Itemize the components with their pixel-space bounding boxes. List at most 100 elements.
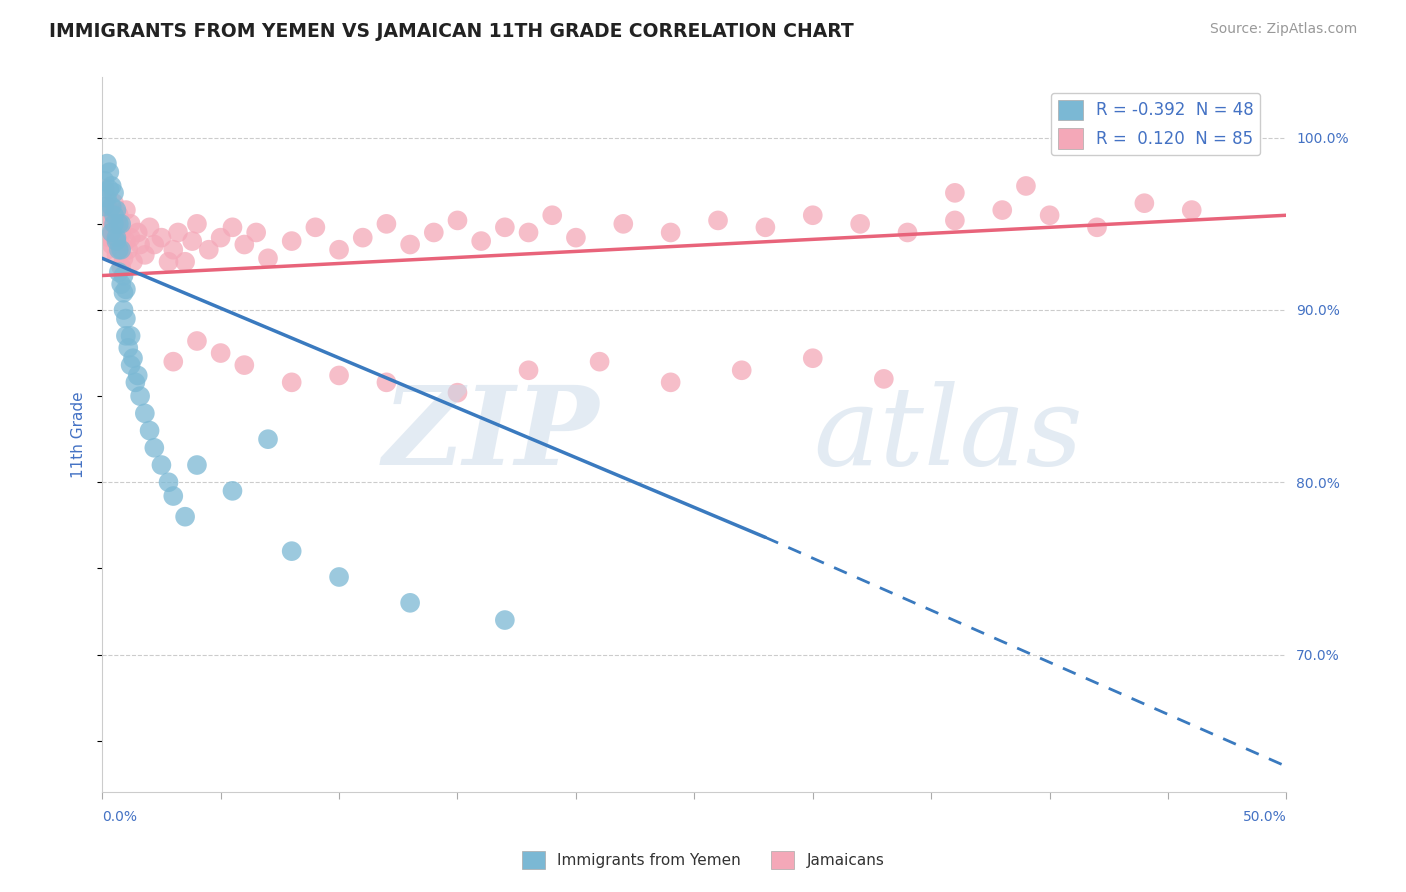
Point bbox=[446, 213, 468, 227]
Point bbox=[115, 203, 138, 218]
Y-axis label: 11th Grade: 11th Grade bbox=[72, 392, 86, 478]
Point bbox=[107, 208, 129, 222]
Point bbox=[107, 217, 129, 231]
Point bbox=[375, 217, 398, 231]
Point bbox=[103, 186, 125, 200]
Point bbox=[731, 363, 754, 377]
Text: IMMIGRANTS FROM YEMEN VS JAMAICAN 11TH GRADE CORRELATION CHART: IMMIGRANTS FROM YEMEN VS JAMAICAN 11TH G… bbox=[49, 22, 853, 41]
Point bbox=[209, 230, 232, 244]
Point bbox=[943, 213, 966, 227]
Point bbox=[186, 217, 208, 231]
Point bbox=[107, 243, 129, 257]
Point bbox=[98, 230, 121, 244]
Text: 50.0%: 50.0% bbox=[1243, 810, 1286, 824]
Point bbox=[93, 226, 115, 240]
Point bbox=[115, 234, 138, 248]
Point bbox=[98, 203, 121, 218]
Point bbox=[257, 252, 280, 266]
Point bbox=[98, 165, 121, 179]
Point bbox=[991, 203, 1014, 218]
Point bbox=[150, 230, 173, 244]
Point bbox=[375, 376, 398, 390]
Text: atlas: atlas bbox=[813, 381, 1083, 489]
Point bbox=[659, 226, 682, 240]
Text: ZIP: ZIP bbox=[382, 381, 599, 489]
Point bbox=[157, 254, 180, 268]
Point bbox=[105, 230, 128, 244]
Point bbox=[943, 186, 966, 200]
Point bbox=[754, 220, 776, 235]
Legend: Immigrants from Yemen, Jamaicans: Immigrants from Yemen, Jamaicans bbox=[516, 845, 890, 875]
Point bbox=[280, 234, 302, 248]
Point bbox=[110, 217, 132, 231]
Point bbox=[198, 243, 221, 257]
Point bbox=[129, 237, 152, 252]
Point bbox=[399, 237, 422, 252]
Point bbox=[96, 200, 118, 214]
Point bbox=[107, 234, 129, 248]
Point bbox=[186, 334, 208, 348]
Point bbox=[105, 203, 128, 218]
Point bbox=[221, 220, 243, 235]
Point bbox=[186, 458, 208, 472]
Point bbox=[124, 376, 146, 390]
Point bbox=[120, 230, 142, 244]
Point bbox=[122, 351, 145, 366]
Point bbox=[245, 226, 267, 240]
Point bbox=[280, 376, 302, 390]
Point bbox=[494, 220, 516, 235]
Point bbox=[873, 372, 896, 386]
Point bbox=[100, 237, 122, 252]
Point bbox=[233, 358, 256, 372]
Point bbox=[107, 265, 129, 279]
Point bbox=[707, 213, 730, 227]
Point bbox=[115, 328, 138, 343]
Point bbox=[150, 458, 173, 472]
Point bbox=[138, 220, 160, 235]
Point bbox=[122, 254, 145, 268]
Point bbox=[470, 234, 492, 248]
Point bbox=[100, 226, 122, 240]
Point bbox=[103, 217, 125, 231]
Point bbox=[174, 509, 197, 524]
Point bbox=[517, 226, 540, 240]
Point bbox=[162, 489, 184, 503]
Point bbox=[181, 234, 204, 248]
Point bbox=[280, 544, 302, 558]
Point bbox=[120, 217, 142, 231]
Point bbox=[93, 182, 115, 196]
Point bbox=[96, 243, 118, 257]
Point bbox=[117, 341, 139, 355]
Point bbox=[1181, 203, 1204, 218]
Point bbox=[110, 243, 132, 257]
Point bbox=[129, 389, 152, 403]
Point bbox=[801, 208, 824, 222]
Point bbox=[446, 385, 468, 400]
Point bbox=[1039, 208, 1062, 222]
Point bbox=[162, 354, 184, 368]
Point bbox=[221, 483, 243, 498]
Point bbox=[93, 200, 115, 214]
Point bbox=[100, 213, 122, 227]
Point bbox=[105, 248, 128, 262]
Text: 0.0%: 0.0% bbox=[103, 810, 138, 824]
Point bbox=[801, 351, 824, 366]
Point bbox=[423, 226, 446, 240]
Point bbox=[541, 208, 564, 222]
Point bbox=[105, 217, 128, 231]
Point bbox=[162, 243, 184, 257]
Point bbox=[112, 252, 135, 266]
Point bbox=[115, 311, 138, 326]
Point bbox=[143, 441, 166, 455]
Point bbox=[612, 217, 634, 231]
Point bbox=[588, 354, 610, 368]
Point bbox=[304, 220, 326, 235]
Point bbox=[110, 277, 132, 292]
Point bbox=[110, 260, 132, 274]
Point bbox=[659, 376, 682, 390]
Point bbox=[100, 178, 122, 193]
Point bbox=[896, 226, 918, 240]
Point bbox=[257, 432, 280, 446]
Point bbox=[174, 254, 197, 268]
Point bbox=[120, 328, 142, 343]
